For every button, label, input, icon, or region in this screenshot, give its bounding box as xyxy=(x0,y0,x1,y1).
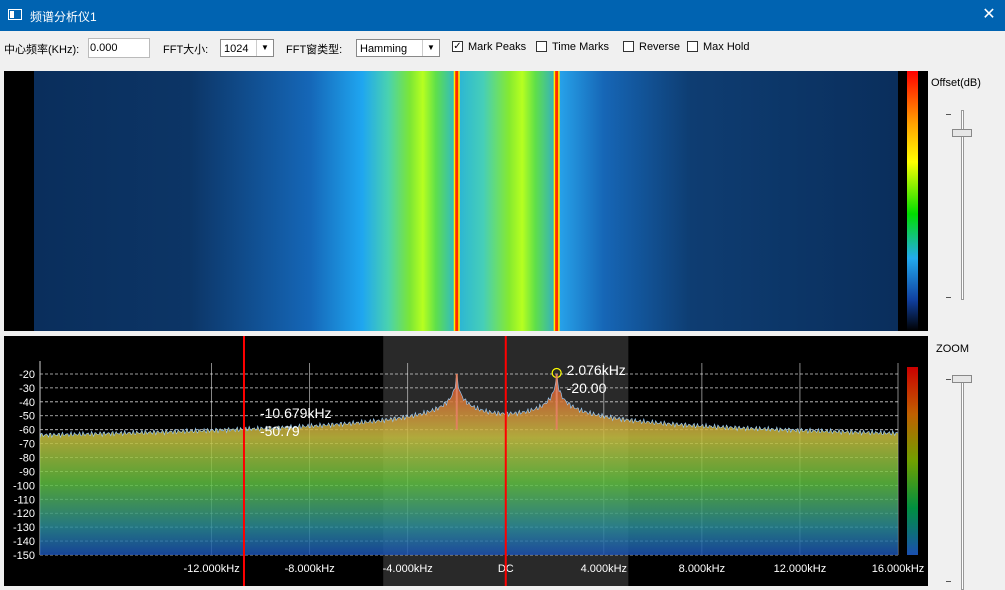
offset-slider-thumb[interactable] xyxy=(952,129,972,137)
window-title: 频谱分析仪1 xyxy=(30,10,97,24)
center-freq-value: 0.000 xyxy=(90,42,118,54)
zoom-slider-track[interactable] xyxy=(961,375,964,590)
y-tick-label: -60 xyxy=(19,425,35,437)
y-tick-label: -20 xyxy=(19,369,35,381)
spectrum-color-bar xyxy=(907,367,918,555)
x-tick-label: -8.000kHz xyxy=(285,563,335,575)
y-tick-label: -50 xyxy=(19,411,35,423)
time-marks-checkbox[interactable] xyxy=(536,41,547,52)
y-tick-label: -100 xyxy=(13,480,35,492)
spectrum-trace-area xyxy=(40,374,898,555)
spectrum-display[interactable]: -20 -30 -40 -50 -60 -70 -80 -90 -100 -110 -120 -130… xyxy=(4,336,928,586)
fft-size-label: FFT大小: xyxy=(163,44,209,56)
waterfall-image xyxy=(34,71,898,331)
zoom-tick-bottom xyxy=(946,581,951,582)
title-bar: 频谱分析仪1 ✕ xyxy=(0,0,1005,31)
x-axis-labels: -12.000kHz-8.000kHz-4.000kHzDC4.000kHz8.… xyxy=(183,563,924,575)
chevron-down-icon: ▼ xyxy=(256,40,273,56)
cursor-marker-freq: -10.679kHz xyxy=(260,405,332,421)
waterfall-peak-line xyxy=(455,71,459,331)
y-tick-label: -140 xyxy=(13,536,35,548)
spectrum-trace-line xyxy=(39,374,899,439)
x-tick-label: -12.000kHz xyxy=(183,563,239,575)
y-tick-label: -110 xyxy=(14,494,35,506)
waterfall-peak-traces xyxy=(453,71,560,331)
max-hold-checkbox[interactable] xyxy=(687,41,698,52)
y-tick-label: -40 xyxy=(19,397,35,409)
peak-marker-freq: 2.076kHz xyxy=(567,362,626,378)
offset-tick-bottom xyxy=(946,297,951,298)
waterfall-color-bar xyxy=(907,71,918,331)
y-tick-label: -70 xyxy=(19,439,35,451)
waterfall-left-margin xyxy=(4,71,34,331)
mark-peaks-checkbox[interactable]: ✓ xyxy=(452,41,463,52)
center-freq-input[interactable]: 0.000 xyxy=(88,38,150,58)
x-tick-label: 12.000kHz xyxy=(774,563,827,575)
y-tick-label: -80 xyxy=(19,453,35,465)
y-tick-label: -30 xyxy=(19,383,35,395)
offset-label: Offset(dB) xyxy=(931,77,981,89)
zoom-slider-thumb[interactable] xyxy=(952,375,972,383)
fft-size-value: 1024 xyxy=(224,43,249,55)
close-icon[interactable]: ✕ xyxy=(982,6,996,23)
fft-window-label: FFT窗类型: xyxy=(286,44,343,56)
check-icon: ✓ xyxy=(453,41,462,52)
waterfall-svg xyxy=(4,71,918,331)
time-marks-label[interactable]: Time Marks xyxy=(552,41,610,53)
center-freq-label: 中心频率(KHz): xyxy=(4,44,80,56)
waterfall-peak-line xyxy=(555,71,559,331)
spectrum-chart: -20 -30 -40 -50 -60 -70 -80-90 -100 -110 -120 -130… xyxy=(13,336,924,586)
fft-window-value: Hamming xyxy=(360,43,408,55)
zoom-label: ZOOM xyxy=(936,343,969,355)
fft-size-select[interactable]: 1024 ▼ xyxy=(220,39,274,57)
zoom-tick-top xyxy=(946,379,951,380)
peak-marker-level: -20.00 xyxy=(567,380,607,396)
y-tick-label: -150 xyxy=(13,550,35,562)
reverse-checkbox[interactable] xyxy=(623,41,634,52)
toolbar: 中心频率(KHz): 0.000 FFT大小: 1024 ▼ FFT窗类型: H… xyxy=(0,31,1005,67)
app-icon xyxy=(8,9,22,20)
chevron-down-icon: ▼ xyxy=(422,40,439,56)
waterfall-display[interactable] xyxy=(4,71,928,331)
y-tick-label: -120 xyxy=(13,508,35,520)
max-hold-label[interactable]: Max Hold xyxy=(703,41,750,53)
cursor-marker-level: -50.79 xyxy=(260,423,300,439)
y-tick-label: -130 xyxy=(13,522,35,534)
x-tick-label: 16.000kHz xyxy=(872,563,925,575)
x-tick-label: -4.000kHz xyxy=(383,563,433,575)
fft-window-select[interactable]: Hamming ▼ xyxy=(356,39,440,57)
offset-tick-top xyxy=(946,114,951,115)
y-axis-labels: -20 -30 -40 -50 -60 -70 -80-90 -100 -110 -120 -130… xyxy=(13,369,35,562)
x-tick-label: 8.000kHz xyxy=(679,563,725,575)
mark-peaks-label[interactable]: Mark Peaks xyxy=(468,41,527,53)
y-tick-label: -90 xyxy=(19,466,35,478)
reverse-label[interactable]: Reverse xyxy=(639,41,680,53)
x-tick-label: 4.000kHz xyxy=(581,563,627,575)
offset-slider-track[interactable] xyxy=(961,110,964,300)
